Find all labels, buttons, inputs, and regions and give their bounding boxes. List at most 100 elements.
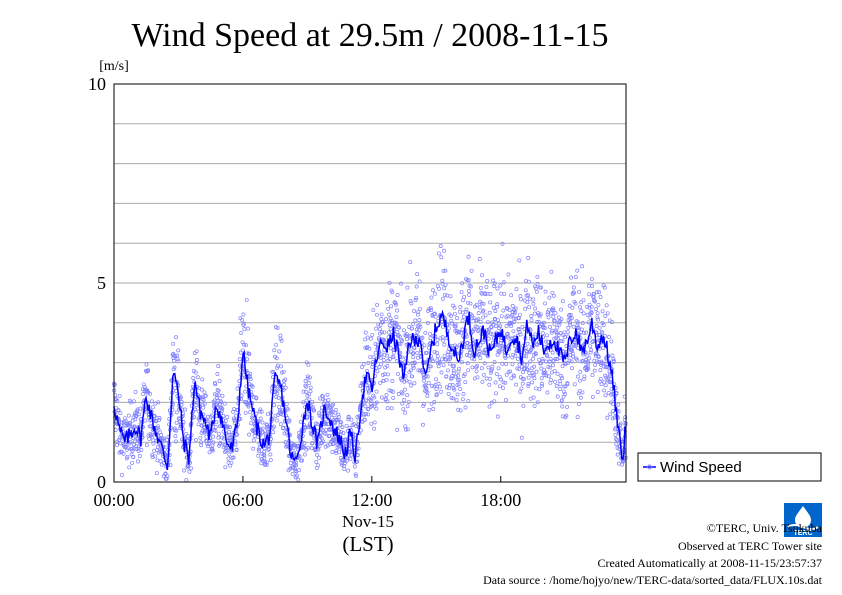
data-point (254, 396, 259, 401)
data-point (203, 393, 208, 398)
data-point (604, 303, 609, 308)
data-point (467, 353, 472, 358)
data-point (465, 340, 470, 345)
data-point (385, 363, 390, 368)
data-point (315, 422, 320, 427)
data-point (579, 308, 584, 313)
data-point (408, 299, 413, 304)
data-point (535, 400, 540, 405)
data-point (606, 335, 611, 339)
data-point (164, 437, 169, 442)
data-point (592, 299, 597, 304)
x-axis-ticks: 00:00 06:00 12:00 18:00 (93, 476, 521, 510)
data-point (602, 380, 607, 385)
data-point (572, 290, 576, 295)
data-point (235, 386, 240, 391)
data-point (478, 319, 483, 324)
data-point (488, 300, 493, 305)
data-point (151, 438, 156, 443)
data-point (552, 319, 557, 324)
data-point (176, 416, 181, 421)
data-point (425, 320, 430, 325)
data-point (495, 286, 500, 291)
data-point (470, 356, 475, 361)
data-point (493, 380, 498, 385)
data-point (115, 443, 119, 447)
data-point (219, 408, 224, 413)
data-point (194, 403, 199, 407)
y-axis-ticks: 0 5 10 (88, 74, 106, 492)
data-point (317, 455, 321, 460)
data-point (262, 450, 267, 454)
data-point (590, 373, 595, 378)
data-point (381, 320, 385, 325)
data-point (601, 283, 606, 288)
data-point (374, 406, 379, 411)
data-point (516, 316, 521, 321)
data-point (463, 309, 468, 314)
data-point (377, 365, 382, 369)
data-point (545, 333, 549, 338)
data-point (573, 343, 578, 348)
data-point (461, 392, 466, 396)
data-point (260, 420, 265, 425)
data-point (274, 394, 279, 399)
data-point (420, 335, 425, 340)
data-point (531, 301, 536, 306)
data-point (420, 368, 424, 372)
data-point (245, 351, 250, 356)
data-point (399, 281, 404, 286)
footer-copyright: ©TERC, Univ. Tsukuba (706, 521, 822, 535)
data-point (117, 393, 122, 398)
data-point (194, 349, 199, 354)
data-point (379, 352, 383, 357)
data-point (246, 404, 251, 409)
data-point (171, 358, 176, 363)
data-point (575, 357, 579, 362)
data-point (154, 471, 159, 476)
data-point (457, 366, 461, 371)
data-point (590, 284, 595, 288)
data-point (466, 254, 471, 259)
data-point (575, 415, 580, 420)
data-point (275, 391, 280, 396)
data-point (503, 398, 508, 403)
data-point (547, 359, 552, 364)
data-point (581, 377, 586, 382)
data-point (366, 412, 371, 417)
data-point (424, 374, 429, 379)
data-point (493, 324, 498, 329)
data-point (549, 378, 553, 382)
data-point (184, 432, 189, 436)
data-point (143, 418, 148, 423)
data-point (474, 365, 479, 370)
data-point (362, 400, 367, 405)
data-point (323, 444, 328, 449)
data-point (603, 314, 608, 318)
data-point (535, 343, 539, 348)
data-point (487, 382, 492, 387)
data-point (415, 272, 420, 277)
data-point (571, 285, 576, 290)
data-point (435, 358, 440, 363)
data-point (215, 372, 220, 376)
data-point (476, 317, 481, 322)
data-point (556, 315, 561, 320)
data-point (248, 410, 253, 415)
data-point (277, 349, 282, 354)
data-point (524, 350, 529, 355)
data-point (387, 312, 392, 317)
data-point (198, 435, 203, 440)
data-point (259, 409, 264, 414)
data-point (361, 362, 366, 367)
data-point (460, 318, 465, 323)
data-point (402, 398, 407, 402)
data-point (456, 382, 461, 387)
data-point (304, 389, 308, 394)
data-point (525, 300, 530, 305)
x-tick-label: 06:00 (222, 490, 263, 510)
data-point (155, 458, 160, 463)
data-point (272, 403, 277, 408)
data-point (528, 349, 533, 354)
y-tick-label: 5 (97, 273, 106, 293)
